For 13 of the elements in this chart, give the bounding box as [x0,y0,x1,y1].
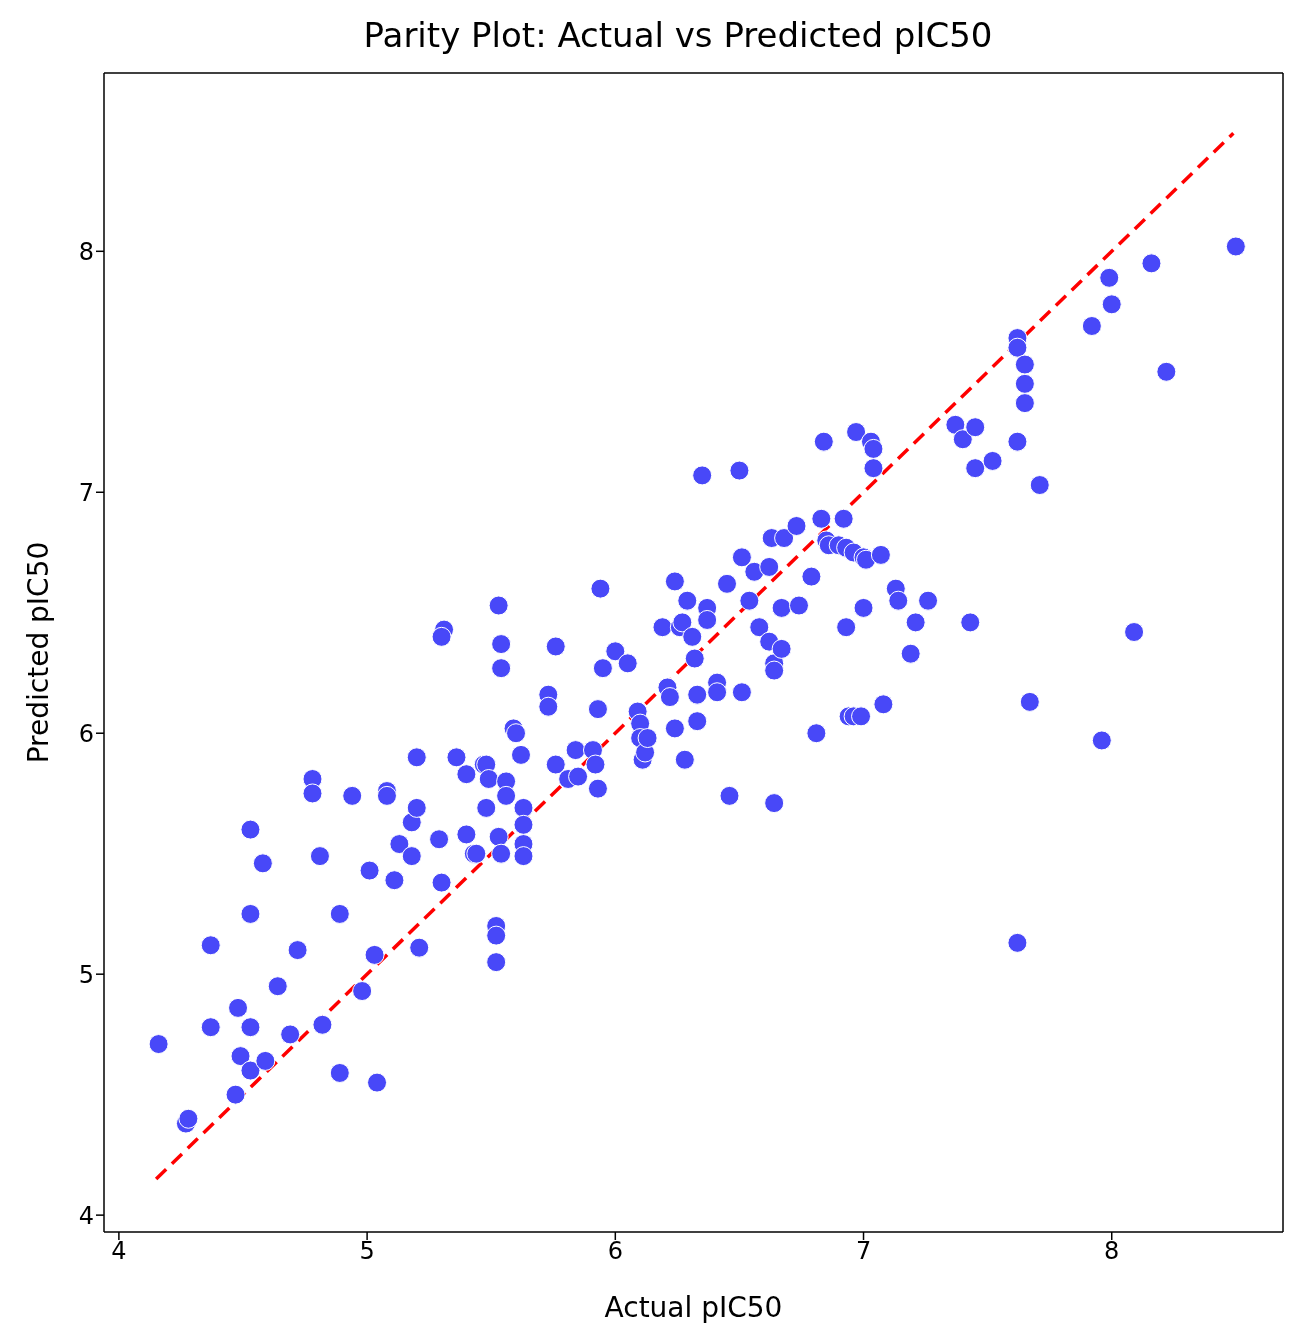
x-tick-label: 8 [1104,1237,1120,1266]
x-tick-label: 4 [111,1237,127,1266]
y-axis-title: Predicted pIC50 [21,541,55,764]
chart-title: Parity Plot: Actual vs Predicted pIC50 [362,14,994,57]
x-tick-label: 7 [855,1237,872,1266]
x-tick-label: 6 [607,1237,623,1266]
x-tick-label: 5 [359,1237,375,1266]
y-tick-label: 4 [78,1201,94,1230]
x-axis-title: Actual pIC50 [604,1290,783,1324]
y-tick-label: 5 [78,960,94,989]
y-tick-label: 8 [78,237,94,266]
y-tick-label: 6 [78,719,94,748]
y-tick-label: 7 [78,478,94,507]
